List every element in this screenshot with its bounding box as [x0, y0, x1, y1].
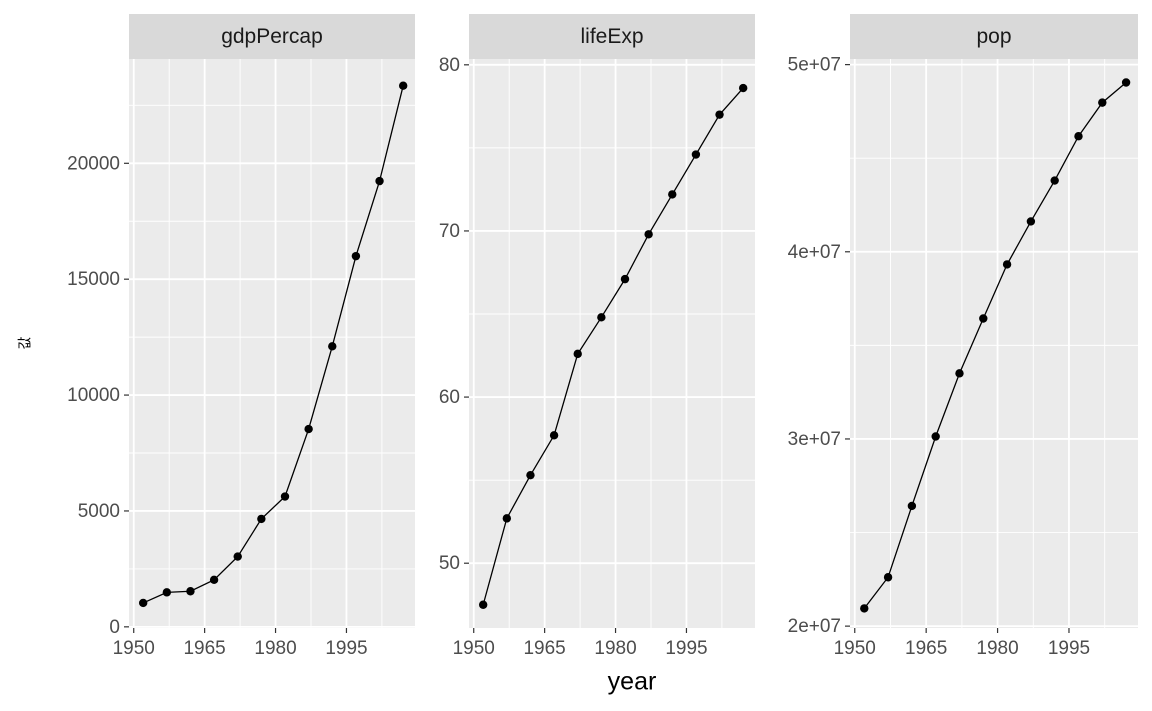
- data-point: [979, 314, 988, 323]
- x-tick-label: 1980: [594, 638, 636, 659]
- y-tick-label: 80: [439, 55, 460, 76]
- data-point: [644, 230, 653, 239]
- y-tick-label: 4e+07: [788, 242, 841, 263]
- data-point: [1002, 260, 1012, 269]
- series-line-pop: [863, 81, 1127, 609]
- data-point: [304, 424, 313, 434]
- strip-pop: [850, 14, 1138, 59]
- panel-background: [129, 59, 415, 628]
- series-line-lifeExp: [482, 87, 744, 605]
- data-point: [351, 251, 361, 261]
- data-point: [549, 431, 559, 440]
- data-point: [328, 342, 337, 351]
- strip-lifeExp: [469, 14, 755, 59]
- facet-panel-lifeExp: lifeExp 1950 1965 1980 1995 50 60 70 80: [439, 14, 755, 659]
- strip-gdpPercap: [129, 14, 415, 59]
- y-axis-title: 값: [17, 336, 33, 349]
- data-point: [931, 432, 940, 441]
- data-point: [257, 514, 266, 524]
- data-point: [738, 83, 748, 93]
- data-point: [375, 176, 384, 186]
- y-tick-label: 70: [439, 221, 460, 242]
- x-tick-label: 1950: [453, 638, 495, 659]
- x-tick-label: 1980: [254, 638, 296, 659]
- strip-label: gdpPercap: [221, 25, 323, 48]
- data-point: [883, 573, 893, 582]
- y-tick-label: 2e+07: [788, 616, 841, 637]
- data-point: [1098, 98, 1107, 107]
- y-tick-label: 50: [439, 553, 460, 574]
- x-tick-label: 1965: [523, 638, 565, 659]
- y-tick-label: 10000: [67, 385, 120, 406]
- data-point: [860, 604, 869, 613]
- data-point: [907, 501, 917, 511]
- x-tick-label: 1995: [1048, 638, 1090, 659]
- facet-panel-gdpPercap: gdpPercap 1950 1965 1980 1995 0 5000 10000 15000…: [67, 14, 415, 659]
- x-tick-label: 1980: [976, 638, 1018, 659]
- data-point: [1050, 176, 1059, 185]
- data-point: [955, 369, 964, 378]
- panel-background: [469, 59, 755, 628]
- x-tick-label: 1950: [834, 638, 876, 659]
- data-point: [573, 349, 582, 359]
- x-tick-label: 1995: [665, 638, 707, 659]
- data-point: [526, 470, 535, 480]
- y-tick-label: 60: [439, 387, 460, 408]
- data-point: [162, 588, 172, 597]
- data-point: [715, 110, 724, 119]
- strip-label: lifeExp: [580, 25, 643, 48]
- y-tick-label: 20000: [67, 153, 120, 174]
- x-tick-label: 1950: [113, 638, 155, 659]
- panel-background: [850, 59, 1138, 628]
- data-point: [1026, 217, 1036, 226]
- y-tick-label: 5000: [78, 501, 120, 522]
- data-point: [233, 552, 242, 561]
- x-tick-label: 1965: [905, 638, 947, 659]
- y-tick-label: 5e+07: [788, 55, 841, 76]
- y-tick-label: 15000: [67, 269, 120, 290]
- data-point: [620, 274, 630, 284]
- data-point: [1074, 132, 1083, 141]
- data-point: [478, 600, 488, 609]
- data-point: [691, 150, 701, 159]
- data-point: [138, 598, 148, 608]
- data-point: [597, 313, 606, 322]
- y-tick-label: 0: [109, 617, 120, 638]
- x-tick-label: 1965: [183, 638, 225, 659]
- data-point: [280, 492, 290, 501]
- data-point: [502, 514, 512, 523]
- y-tick-label: 3e+07: [788, 429, 841, 450]
- x-tick-label: 1995: [325, 638, 367, 659]
- facet-panels: gdpPercap 1950 1965 1980 1995 0 5000 10000 15000…: [67, 14, 1138, 659]
- data-point: [186, 587, 195, 596]
- data-point: [209, 575, 219, 585]
- data-point: [398, 81, 408, 90]
- facet-panel-pop: pop 1950 1965 1980 1995 2e+07 3e+07 4e+07 5e+07: [788, 14, 1138, 659]
- strip-label: pop: [976, 25, 1011, 48]
- data-point: [668, 190, 677, 199]
- x-axis-title: year: [608, 668, 657, 696]
- data-point: [1121, 78, 1131, 87]
